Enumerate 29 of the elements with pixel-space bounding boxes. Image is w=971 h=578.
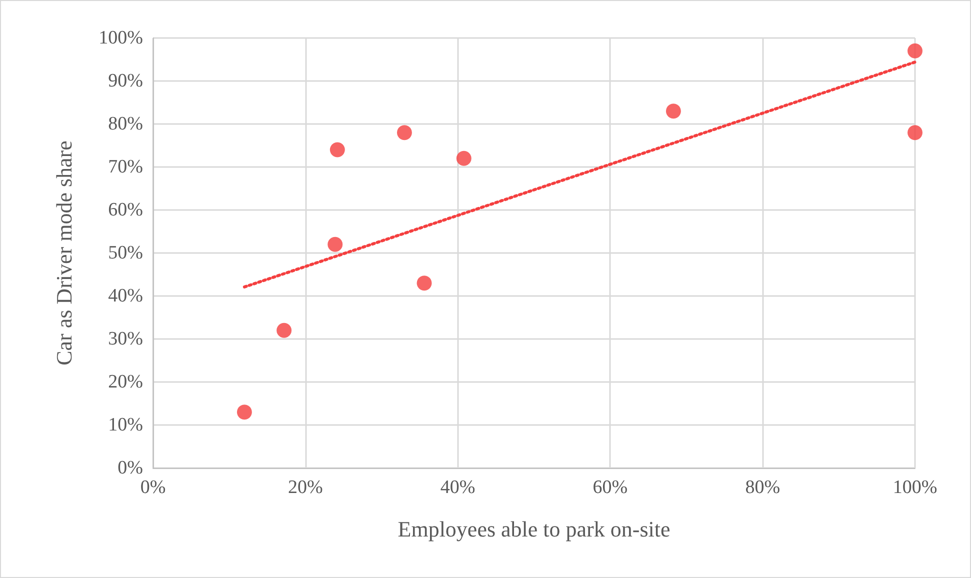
x-tick-label: 0% [140,477,166,498]
y-tick-label: 90% [108,70,144,92]
y-tick-label: 100% [98,28,144,48]
point [908,43,922,58]
x-tick-label: 20% [288,477,323,498]
point [456,150,472,166]
y-tick-label: 10% [108,414,144,436]
y-tick-label: 20% [108,372,144,392]
point [330,142,345,158]
point [276,322,292,338]
x-axis-title: Employees able to park on-site [398,516,670,542]
point [416,276,432,291]
y-tick-label: 0% [118,458,144,478]
y-tick-label: 50% [108,242,144,264]
point [666,104,681,119]
point [328,236,343,252]
x-tick-label: 100% [892,477,938,498]
x-tick-label: 60% [592,477,628,498]
x-tick-label: 40% [440,477,476,498]
y-tick-label: 70% [108,156,144,178]
y-axis-title: Car as Driver mode share [52,140,76,366]
point [236,404,252,420]
point [396,125,412,140]
y-tick-label: 60% [108,200,144,220]
y-tick-label: 30% [108,328,144,350]
y-tick-label: 80% [108,114,144,134]
x-tick-label: 80% [745,477,780,498]
y-tick-label: 40% [108,286,144,306]
point [908,125,922,140]
